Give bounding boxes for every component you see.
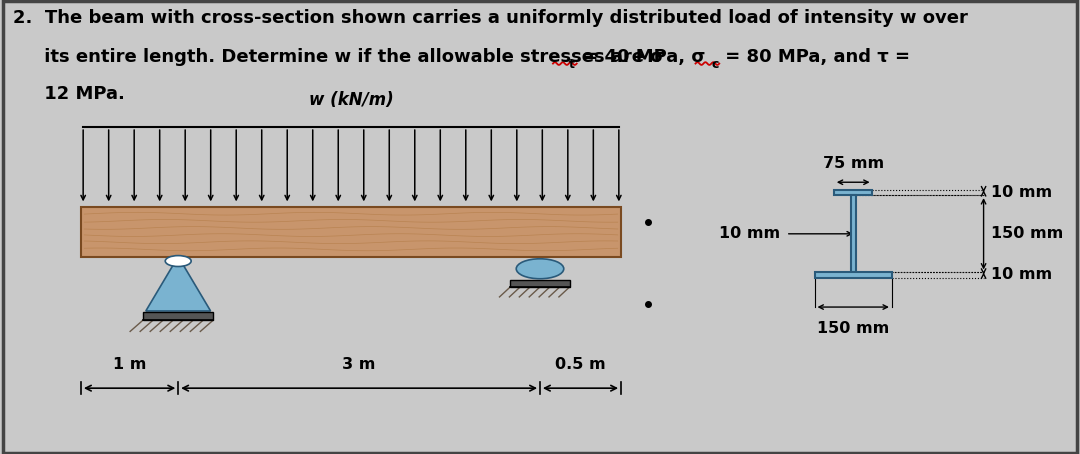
Text: = 40 MPa, σ: = 40 MPa, σ bbox=[577, 48, 705, 66]
Text: 0.5 m: 0.5 m bbox=[555, 357, 606, 372]
Bar bbox=[814, 272, 892, 277]
Circle shape bbox=[516, 259, 564, 279]
Bar bbox=[834, 190, 873, 195]
Bar bbox=[143, 312, 214, 320]
Circle shape bbox=[165, 256, 191, 266]
Text: 75 mm: 75 mm bbox=[823, 156, 883, 171]
Bar bbox=[851, 195, 855, 272]
Text: 1 m: 1 m bbox=[113, 357, 146, 372]
Text: 10 mm: 10 mm bbox=[991, 185, 1052, 200]
Text: 2.  The beam with cross-section shown carries a uniformly distributed load of in: 2. The beam with cross-section shown car… bbox=[13, 9, 968, 27]
Text: 150 mm: 150 mm bbox=[818, 321, 889, 336]
Text: w (kN/m): w (kN/m) bbox=[309, 91, 393, 109]
Text: 12 MPa.: 12 MPa. bbox=[13, 85, 125, 104]
Text: t: t bbox=[569, 58, 575, 71]
Polygon shape bbox=[146, 257, 211, 311]
Text: = 80 MPa, and τ =: = 80 MPa, and τ = bbox=[719, 48, 910, 66]
Text: 10 mm: 10 mm bbox=[991, 267, 1052, 282]
Text: its entire length. Determine w if the allowable stresses are σ: its entire length. Determine w if the al… bbox=[13, 48, 664, 66]
Text: 10 mm: 10 mm bbox=[719, 226, 781, 242]
Text: c: c bbox=[712, 58, 719, 71]
Bar bbox=[510, 280, 570, 287]
Bar bbox=[81, 207, 621, 257]
Text: 3 m: 3 m bbox=[342, 357, 376, 372]
Text: 150 mm: 150 mm bbox=[991, 226, 1064, 242]
